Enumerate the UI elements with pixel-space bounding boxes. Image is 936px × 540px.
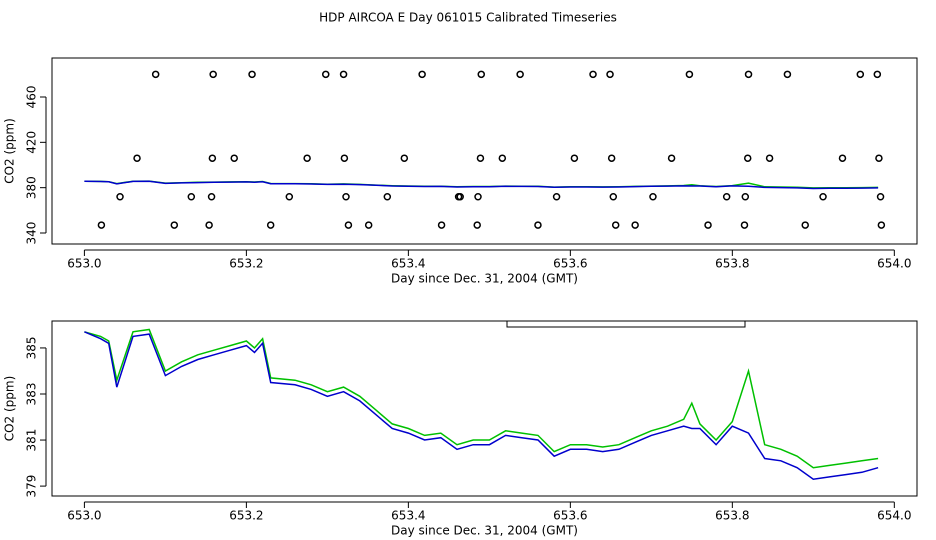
flag-point — [133, 154, 141, 162]
x-axis-label: Day since Dec. 31, 2004 (GMT) — [391, 272, 578, 286]
flag-point — [339, 70, 348, 79]
flag-point — [838, 154, 847, 162]
y-tick-label: 380 — [25, 176, 39, 199]
figure-title: HDP AIRCOA E Day 061015 Calibrated Times… — [319, 11, 617, 25]
flag-point — [303, 154, 311, 162]
flag-point — [667, 154, 676, 162]
x-tick-label: 653.4 — [391, 509, 425, 523]
flag-point — [741, 192, 750, 201]
flag-point — [248, 70, 256, 79]
flag-point — [611, 221, 620, 229]
flag-point — [498, 154, 507, 162]
flag-point — [873, 70, 882, 79]
bracket — [506, 320, 746, 328]
flag-point — [631, 221, 639, 229]
x-tick-label: 653.4 — [391, 257, 425, 271]
flag-point — [875, 154, 883, 162]
flag-point — [207, 192, 216, 201]
flag-point — [606, 70, 614, 79]
flag-point — [704, 221, 712, 229]
flag-point — [740, 221, 749, 229]
flag-point — [230, 154, 238, 162]
series-line — [84, 180, 879, 190]
x-tick-label: 653.8 — [715, 509, 749, 523]
x-axis-label: Day since Dec. 31, 2004 (GMT) — [391, 524, 578, 538]
flag-point — [609, 192, 618, 201]
flag-point — [322, 70, 330, 79]
y-tick-label: 460 — [25, 86, 39, 109]
flag-point — [400, 154, 409, 162]
flag-point — [205, 221, 213, 229]
flag-point — [474, 192, 482, 201]
flag-point — [589, 70, 597, 79]
flag-point — [116, 192, 124, 201]
x-tick-label: 653.6 — [553, 257, 587, 271]
flag-point — [743, 154, 752, 162]
y-tick-label: 379 — [25, 475, 39, 498]
flag-point — [607, 154, 616, 162]
flag-point — [151, 70, 160, 79]
flag-point — [383, 192, 392, 201]
y-axis-label: CO2 (ppm) — [3, 376, 17, 442]
flag-point — [340, 154, 349, 162]
flag-point — [170, 221, 179, 229]
flag-point — [473, 221, 481, 229]
flag-point — [783, 70, 792, 79]
flag-point — [570, 154, 579, 162]
y-tick-label: 420 — [25, 131, 39, 154]
flag-point — [187, 192, 196, 201]
flag-point — [477, 70, 486, 79]
flag-point — [364, 221, 373, 229]
flag-point — [649, 192, 657, 201]
x-tick-label: 653.6 — [553, 509, 587, 523]
x-tick-label: 654.0 — [877, 509, 911, 523]
flag-point — [516, 70, 524, 79]
plot-box — [51, 57, 918, 245]
flag-point — [534, 221, 542, 229]
flag-point — [552, 192, 561, 201]
flag-point — [418, 70, 426, 79]
plot-box — [51, 320, 918, 497]
flag-point — [344, 221, 353, 229]
y-tick-label: 340 — [25, 222, 39, 245]
flag-point — [685, 70, 694, 79]
x-tick-label: 653.0 — [67, 509, 101, 523]
x-tick-label: 653.8 — [715, 257, 749, 271]
x-tick-label: 653.2 — [229, 509, 263, 523]
y-tick-label: 385 — [25, 336, 39, 359]
flag-point — [437, 221, 446, 229]
flag-point — [856, 70, 865, 79]
flag-point — [744, 70, 753, 79]
flag-point — [722, 192, 731, 201]
flag-point — [801, 221, 809, 229]
series-line — [84, 328, 879, 469]
flag-point — [342, 192, 350, 201]
flag-point — [476, 154, 485, 162]
flag-point — [208, 154, 217, 162]
y-axis-label: CO2 (ppm) — [3, 118, 17, 184]
flag-point — [285, 192, 294, 201]
y-tick-label: 383 — [25, 383, 39, 406]
flag-point — [209, 70, 217, 79]
flag-point — [456, 192, 464, 201]
y-tick-label: 381 — [25, 429, 39, 452]
flag-point — [876, 192, 885, 201]
x-tick-label: 653.2 — [229, 257, 263, 271]
x-tick-label: 653.0 — [67, 257, 101, 271]
flag-point — [765, 154, 774, 162]
x-tick-label: 654.0 — [877, 257, 911, 271]
flag-point — [877, 221, 886, 229]
flag-point — [266, 221, 275, 229]
series-line — [84, 331, 879, 480]
flag-point — [819, 192, 827, 201]
flag-point — [97, 221, 106, 229]
